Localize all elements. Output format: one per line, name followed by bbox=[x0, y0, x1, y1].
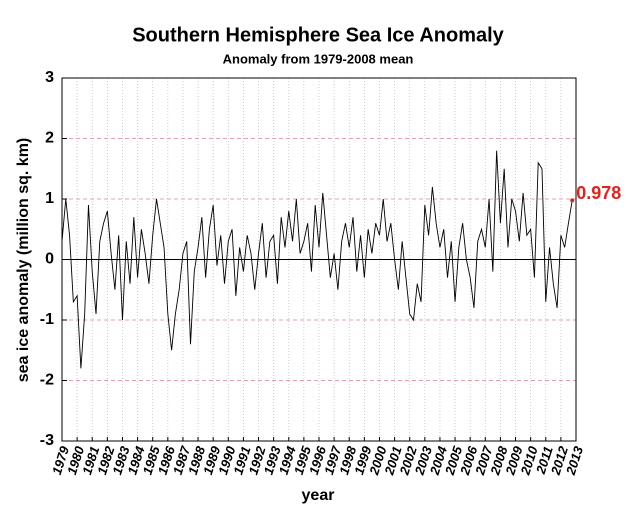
x-axis-label: year bbox=[302, 487, 335, 504]
chart-subtitle: Anomaly from 1979-2008 mean bbox=[223, 51, 414, 66]
y-tick-label: 2 bbox=[45, 130, 54, 147]
y-tick-label: 3 bbox=[45, 69, 54, 86]
anomaly-line bbox=[61, 150, 573, 369]
y-tick-label: -1 bbox=[40, 311, 54, 328]
y-tick-label: -3 bbox=[40, 432, 54, 449]
y-tick-label: 0 bbox=[45, 251, 54, 268]
latest-value-label: 0.978 bbox=[576, 183, 621, 203]
y-axis-label: sea ice anomaly (million sq. km) bbox=[15, 138, 32, 383]
y-tick-label: 1 bbox=[45, 190, 54, 207]
latest-point bbox=[570, 198, 575, 203]
plot-frame bbox=[61, 77, 577, 442]
chart-title: Southern Hemisphere Sea Ice Anomaly bbox=[132, 24, 504, 46]
y-tick-label: -2 bbox=[40, 372, 54, 389]
